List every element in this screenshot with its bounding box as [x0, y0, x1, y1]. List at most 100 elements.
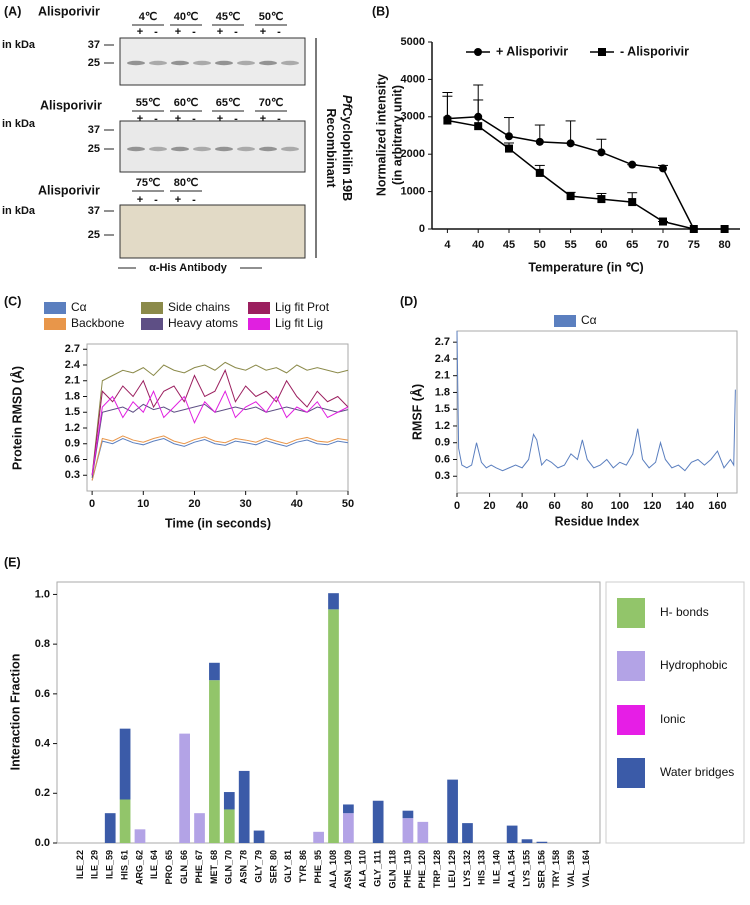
treatment-sign: - — [192, 26, 196, 38]
y-tick-label: 0.9 — [435, 437, 450, 449]
protein-band — [127, 146, 145, 152]
treatment-sign: - — [154, 26, 158, 38]
marker-label: 25 — [88, 143, 100, 155]
y-tick-label: 0.6 — [65, 453, 80, 465]
treatment-sign: + — [175, 194, 181, 206]
protein-band — [193, 60, 211, 66]
side-label-protein: Cyclophilin 19B — [340, 107, 354, 201]
treatment-label: Alisporivir — [38, 183, 100, 197]
y-axis-label: Normalized intensity — [374, 74, 388, 196]
bar-segment — [179, 733, 191, 843]
bar-segment — [506, 825, 518, 843]
marker-label: 37 — [88, 39, 100, 51]
legend-swatch — [141, 318, 163, 330]
bar-segment — [521, 839, 533, 843]
legend-swatch — [617, 598, 645, 628]
x-tick-label: 50 — [534, 239, 546, 251]
panel-label: (A) — [4, 4, 21, 18]
x-tick-label: 80 — [718, 239, 730, 251]
data-point — [689, 225, 698, 233]
x-tick-label: GLN_118 — [387, 850, 397, 889]
protein-band — [149, 60, 167, 66]
y-tick-label: 5000 — [401, 36, 425, 48]
data-point — [659, 217, 667, 226]
treatment-sign: + — [137, 113, 143, 125]
x-tick-label: PRO_65 — [164, 850, 174, 885]
y-tick-label: 1000 — [401, 186, 425, 198]
y-tick-label: 0 — [419, 223, 425, 235]
unit-label: in kDa — [2, 39, 36, 51]
x-tick-label: HIS_133 — [477, 850, 487, 885]
x-tick-label: LYS_155 — [521, 850, 531, 887]
x-tick-label: 100 — [611, 500, 629, 512]
x-tick-label: PHE_95 — [313, 850, 323, 884]
x-tick-label: 40 — [472, 239, 484, 251]
x-tick-label: GLN_66 — [179, 850, 189, 884]
y-axis-label: RMSF (Å) — [409, 384, 424, 440]
x-tick-label: 30 — [240, 498, 252, 510]
treatment-sign: - — [277, 26, 281, 38]
bar-segment — [402, 810, 414, 819]
data-point — [597, 195, 606, 204]
temperature-label: 4℃ — [139, 11, 157, 23]
y-tick-label: 0.3 — [65, 469, 80, 481]
x-tick-label: MET_68 — [209, 850, 219, 884]
panel-label: (D) — [400, 294, 417, 308]
x-axis-label: Time (in seconds) — [165, 516, 271, 530]
series-line — [91, 437, 349, 481]
bar-segment — [462, 823, 473, 843]
bar-segment — [343, 813, 354, 843]
x-axis-label: Residue Index — [555, 514, 640, 528]
bar-segment — [536, 841, 548, 843]
x-tick-label: 10 — [137, 498, 149, 510]
bar-segment — [223, 792, 235, 810]
treatment-sign: - — [234, 26, 238, 38]
bar-segment — [253, 830, 265, 843]
y-tick-label: 0.4 — [35, 737, 51, 749]
bar-segment — [372, 800, 384, 843]
x-tick-label: 60 — [595, 239, 607, 251]
x-tick-label: SER_156 — [536, 850, 546, 889]
treatment-sign: - — [154, 194, 158, 206]
protein-band — [171, 60, 189, 66]
legend-marker — [598, 48, 606, 56]
treatment-label: Alisporivir — [38, 4, 100, 18]
series-line — [91, 361, 349, 476]
x-tick-label: 0 — [89, 498, 95, 510]
legend-label: + Alisporivir — [496, 44, 568, 58]
protein-band — [171, 146, 189, 152]
data-point — [597, 148, 606, 157]
x-tick-label: 75 — [688, 239, 700, 251]
protein-band — [127, 60, 145, 66]
legend-swatch — [248, 302, 270, 314]
protein-band — [237, 146, 255, 152]
x-tick-label: ARG_62 — [134, 850, 144, 885]
legend-marker — [474, 48, 482, 56]
protein-band — [215, 60, 233, 66]
data-point — [474, 122, 483, 131]
y-tick-label: 2.4 — [65, 359, 81, 371]
treatment-sign: + — [260, 26, 266, 38]
side-label: Recombinant — [324, 108, 338, 188]
plot-frame — [456, 330, 738, 494]
bar-segment — [119, 728, 131, 800]
legend-label: Backbone — [71, 316, 125, 330]
x-tick-label: TRP_128 — [432, 850, 442, 888]
protein-band — [259, 60, 277, 66]
y-axis-label: (in arbitrary unit) — [390, 85, 404, 185]
treatment-sign: + — [175, 113, 181, 125]
y-tick-label: 1.5 — [65, 406, 80, 418]
data-point — [535, 168, 544, 177]
x-tick-label: 20 — [483, 500, 495, 512]
series-line — [91, 435, 349, 481]
bar-segment — [328, 593, 339, 610]
x-tick-label: 40 — [291, 498, 303, 510]
x-tick-label: VAL_164 — [581, 850, 591, 887]
x-tick-label: ALA_154 — [507, 850, 517, 889]
temperature-label: 55℃ — [136, 97, 161, 109]
protein-band — [237, 60, 255, 66]
legend-label: Water bridges — [660, 765, 734, 779]
data-point — [628, 198, 637, 207]
bar-segment — [209, 680, 220, 843]
y-tick-label: 0.2 — [35, 787, 50, 799]
